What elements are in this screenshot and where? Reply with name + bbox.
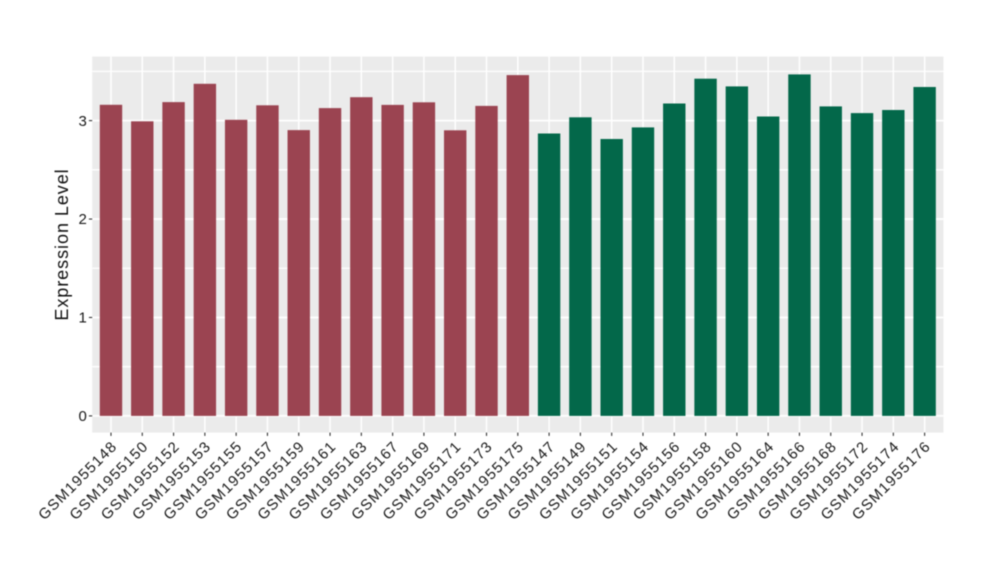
svg-text:0: 0 (79, 408, 87, 425)
svg-text:3: 3 (79, 113, 87, 130)
svg-text:Expression Level: Expression Level (52, 168, 72, 320)
svg-text:1: 1 (79, 310, 87, 327)
svg-text:2: 2 (79, 211, 87, 228)
